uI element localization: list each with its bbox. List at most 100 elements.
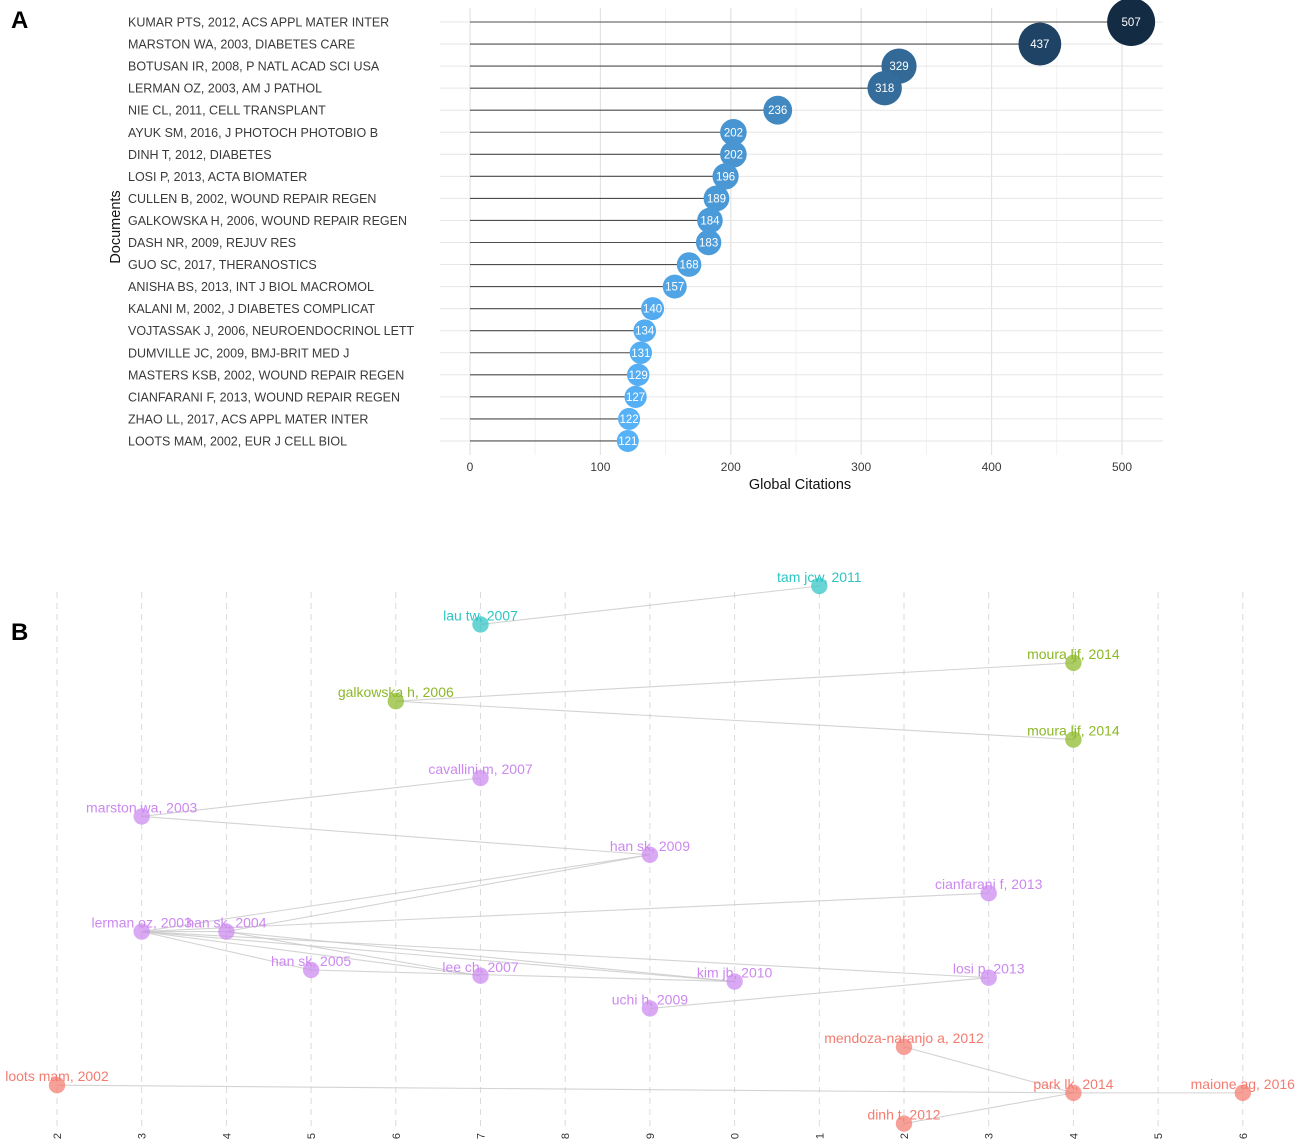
bubble xyxy=(867,70,902,106)
node-label: lerman oz, 2003 xyxy=(91,915,192,931)
panel-b-year-ticks: 2 3 4 5 6 7 8 9 0 1 2 3 4 5 6 xyxy=(52,1133,1250,1139)
citation-edge xyxy=(395,700,1074,741)
node xyxy=(811,577,828,595)
node xyxy=(48,1077,66,1094)
node xyxy=(387,693,404,710)
panel-a-grid xyxy=(440,8,1163,455)
node xyxy=(472,769,489,787)
citation-edge xyxy=(226,931,735,983)
x-tick-label: 100 xyxy=(590,460,610,474)
citation-edge xyxy=(141,931,735,983)
panel-a-document-labels: KUMAR PTS, 2012, ACS APPL MATER INTER MAR… xyxy=(128,16,415,449)
bubble-value-label: 168 xyxy=(679,260,698,272)
node-label: loots mam, 2002 xyxy=(5,1068,109,1084)
year-tick-label: 9 xyxy=(645,1133,657,1139)
bubble xyxy=(641,297,665,321)
document-label: LERMAN OZ, 2003, AM J PATHOL xyxy=(128,82,322,96)
citation-edge xyxy=(903,1046,1074,1094)
document-label: VOJTASSAK J, 2006, NEUROENDOCRINOL LETT xyxy=(128,324,415,338)
node xyxy=(726,973,743,990)
node xyxy=(302,961,320,979)
citation-edge xyxy=(226,931,481,977)
year-tick-label: 1 xyxy=(814,1133,826,1139)
node-label: han sk, 2009 xyxy=(610,838,690,854)
bubble-value-label: 202 xyxy=(724,149,743,161)
node-label: dinh t, 2012 xyxy=(867,1107,940,1123)
node-label: han sk, 2005 xyxy=(271,953,351,969)
bubble-value-label: 122 xyxy=(619,414,638,426)
bubble xyxy=(1107,0,1156,46)
node xyxy=(1065,1084,1082,1102)
panel-b-letter: B xyxy=(11,619,28,646)
document-label: MARSTON WA, 2003, DIABETES CARE xyxy=(128,38,355,52)
citation-edge xyxy=(141,931,989,979)
year-tick-label: 3 xyxy=(137,1133,149,1139)
node xyxy=(895,1038,913,1056)
bubble xyxy=(720,141,747,168)
citation-edge xyxy=(903,1092,1074,1125)
x-tick-label: 200 xyxy=(721,460,741,474)
bubble xyxy=(624,385,647,408)
citation-edge xyxy=(226,854,650,933)
bubble xyxy=(703,185,730,212)
document-label: AYUK SM, 2016, J PHOTOCH PHOTOBIO B xyxy=(128,126,378,140)
bubble xyxy=(697,207,723,234)
citation-edge xyxy=(480,585,820,625)
year-tick-label: 6 xyxy=(1238,1133,1250,1139)
citation-edge xyxy=(56,1084,1074,1094)
node xyxy=(980,885,997,902)
bubble-value-label: 184 xyxy=(700,215,720,227)
node-label: marston wa, 2003 xyxy=(86,799,197,815)
panel-a-stems xyxy=(470,21,1132,442)
bubble-value-label: 134 xyxy=(635,326,655,338)
bubble xyxy=(616,429,639,452)
citation-edge xyxy=(141,777,481,817)
citation-edge xyxy=(649,977,989,1009)
panel-b: B tam jcw, 2011 lau tw, 2007 moura ljf, 20… xyxy=(5,569,1295,1139)
node xyxy=(472,616,489,633)
year-tick-label: 4 xyxy=(1068,1133,1080,1139)
bubble xyxy=(763,95,793,125)
node-label: mendoza-naranjo a, 2012 xyxy=(824,1030,984,1046)
year-tick-label: 6 xyxy=(391,1133,403,1139)
document-label: CIANFARANI F, 2013, WOUND REPAIR REGEN xyxy=(128,390,400,404)
node-label: lau tw, 2007 xyxy=(443,607,518,623)
panel-a-letter: A xyxy=(11,7,28,34)
panel-b-edges xyxy=(56,585,1243,1125)
document-label: GALKOWSKA H, 2006, WOUND REPAIR REGEN xyxy=(128,214,407,228)
year-tick-label: 8 xyxy=(560,1133,572,1139)
x-tick-label: 500 xyxy=(1112,460,1132,474)
panel-b-node-labels: tam jcw, 2011 lau tw, 2007 moura ljf, 2014… xyxy=(5,569,1295,1123)
year-tick-label: 2 xyxy=(899,1133,911,1139)
node-label: lee ch, 2007 xyxy=(442,959,518,975)
citation-edge xyxy=(141,815,650,856)
node xyxy=(133,808,150,825)
node-label: maione ag, 2016 xyxy=(1191,1076,1296,1092)
citation-edge xyxy=(311,969,735,983)
node-label: losi p, 2013 xyxy=(953,961,1025,977)
panel-a-x-ticks: 0 100 200 300 400 500 xyxy=(467,460,1133,474)
node-label: moura ljf, 2014 xyxy=(1027,646,1120,662)
bubble xyxy=(662,274,687,299)
node xyxy=(1065,731,1082,748)
year-tick-label: 2 xyxy=(52,1133,64,1139)
x-tick-label: 400 xyxy=(982,460,1002,474)
bubble-value-label: 189 xyxy=(707,193,726,205)
node xyxy=(641,1000,659,1017)
node-label: galkowska h, 2006 xyxy=(338,684,454,700)
node xyxy=(133,923,150,940)
document-label: LOOTS MAM, 2002, EUR J CELL BIOL xyxy=(128,434,347,448)
node xyxy=(472,967,489,984)
bubble-value-label: 236 xyxy=(768,105,787,117)
bubble-value-label: 140 xyxy=(643,304,662,316)
bubble-value-label: 127 xyxy=(626,392,645,404)
node-label: uchi h, 2009 xyxy=(612,991,688,1007)
bubble xyxy=(676,252,702,277)
citation-edge xyxy=(141,931,481,977)
node xyxy=(218,923,235,940)
bubble-value-label: 131 xyxy=(631,348,650,360)
bubble xyxy=(1018,22,1062,66)
year-tick-label: 5 xyxy=(306,1133,318,1139)
bubble xyxy=(627,363,650,386)
